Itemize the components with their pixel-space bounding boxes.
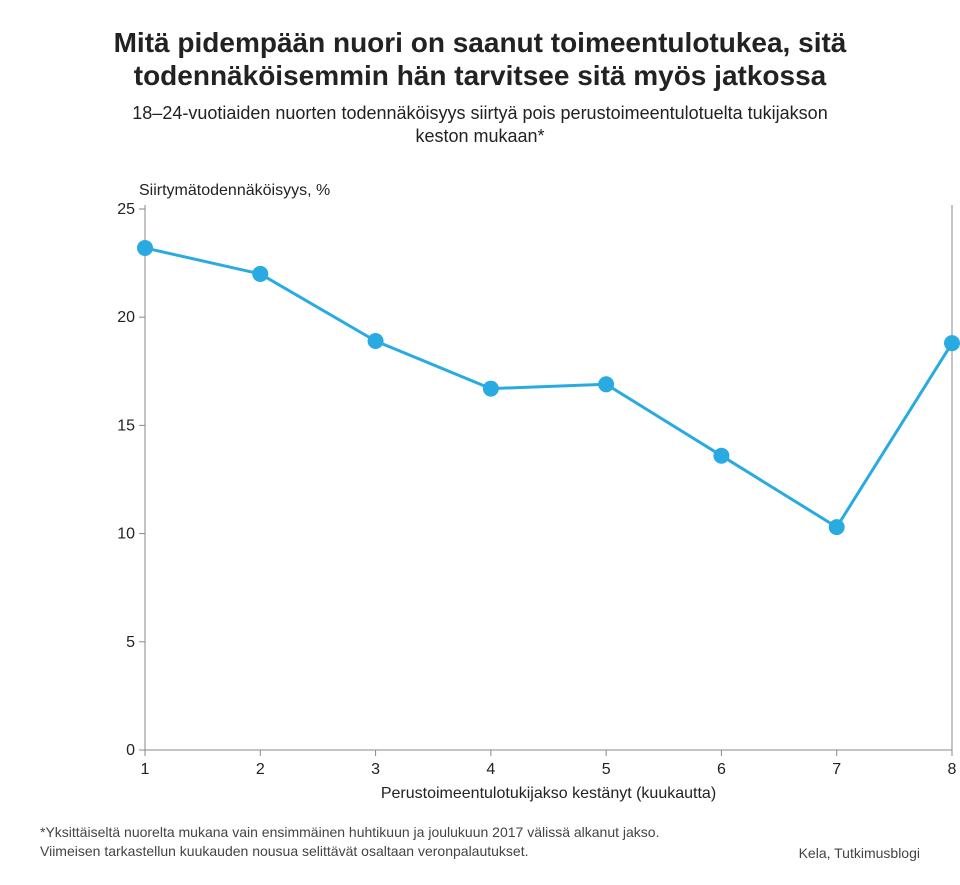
data-point <box>829 519 845 535</box>
title-line-1: Mitä pidempään nuori on saanut toimeentu… <box>114 27 847 58</box>
chart-area: Siirtymätodennäköisyys, % 0 5 10 15 20 25 1 2 3 4 5… <box>40 169 920 805</box>
line-chart-svg: Siirtymätodennäköisyys, % 0 5 10 15 20 25 1 2 3 4 5… <box>90 169 960 805</box>
title-line-2: todennäköisemmin hän tarvitsee sitä myös… <box>134 60 826 91</box>
x-tick-label: 5 <box>602 761 611 778</box>
x-tick-label: 3 <box>371 761 380 778</box>
x-tick-label: 7 <box>832 761 841 778</box>
footnote-line-2: Viimeisen tarkastellun kuukauden nousua … <box>40 843 529 859</box>
x-tick-label: 2 <box>256 761 265 778</box>
data-point <box>944 335 960 351</box>
chart-subtitle: 18–24-vuotiaiden nuorten todennäköisyys … <box>40 102 920 149</box>
chart-title: Mitä pidempään nuori on saanut toimeentu… <box>40 26 920 92</box>
x-tick-label: 6 <box>717 761 726 778</box>
y-tick-label: 10 <box>117 525 135 542</box>
y-tick-label: 0 <box>126 742 135 759</box>
data-line <box>145 248 952 527</box>
y-tick-label: 25 <box>117 201 135 218</box>
source-credit: Kela, Tutkimusblogi <box>799 845 920 861</box>
data-point <box>483 380 499 396</box>
y-tick-label: 15 <box>117 417 135 434</box>
data-point <box>137 240 153 256</box>
subtitle-line-2: keston mukaan* <box>415 126 544 146</box>
data-point <box>252 266 268 282</box>
y-tick-label: 5 <box>126 634 135 651</box>
data-point <box>368 333 384 349</box>
subtitle-line-1: 18–24-vuotiaiden nuorten todennäköisyys … <box>132 103 827 123</box>
y-axis-title: Siirtymätodennäköisyys, % <box>139 182 330 199</box>
y-tick-label: 20 <box>117 309 135 326</box>
x-tick-label: 4 <box>486 761 495 778</box>
data-point <box>713 448 729 464</box>
x-axis-title: Perustoimeentulotukijakso kestänyt (kuuk… <box>381 785 716 802</box>
footnote-line-1: *Yksittäiseltä nuorelta mukana vain ensi… <box>40 824 659 840</box>
footnote: *Yksittäiseltä nuorelta mukana vain ensi… <box>40 823 659 861</box>
data-point <box>598 376 614 392</box>
x-tick-label: 1 <box>141 761 150 778</box>
x-tick-label: 8 <box>948 761 957 778</box>
